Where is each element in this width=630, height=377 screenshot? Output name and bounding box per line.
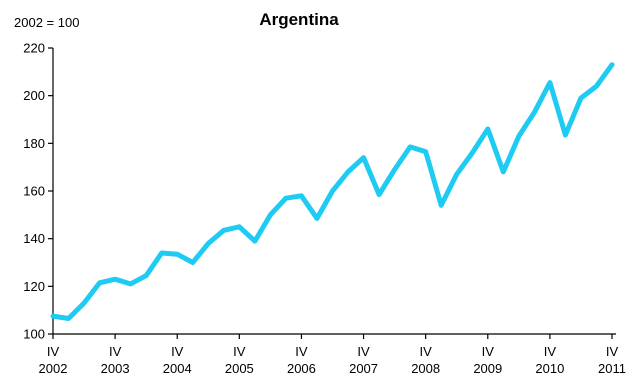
x-tick-labels: IV 2002 IV 2003 IV 2004 IV 2005 IV 2006 IV 2007 IV 20…: [39, 344, 626, 376]
x-tick-label-year: 2006: [287, 361, 316, 376]
x-tick-label-quarter: IV: [606, 344, 619, 359]
x-tick-label-year: 2010: [535, 361, 564, 376]
y-tick-label: 200: [23, 88, 45, 103]
x-tick-label-year: 2004: [163, 361, 192, 376]
x-tick-label-quarter: IV: [109, 344, 122, 359]
x-tick-label-year: 2011: [598, 361, 626, 376]
x-tick-label-quarter: IV: [420, 344, 433, 359]
y-tick-label: 220: [23, 41, 45, 56]
x-tick-label-year: 2008: [411, 361, 440, 376]
axes: [48, 47, 616, 339]
y-tick-label: 120: [23, 279, 45, 294]
y-tick-label: 100: [23, 327, 45, 342]
x-tick-label-year: 2009: [473, 361, 502, 376]
x-tick-label-quarter: IV: [233, 344, 246, 359]
series-line: [50, 62, 615, 321]
x-tick-label-year: 2002: [39, 361, 68, 376]
x-tick-label-quarter: IV: [295, 344, 308, 359]
x-tick-label-quarter: IV: [171, 344, 184, 359]
y-tick-label: 160: [23, 184, 45, 199]
y-tick-labels: 100 120 140 160 180 200 220: [23, 41, 45, 342]
chart-title: Argentina: [259, 10, 339, 29]
y-tick-label: 180: [23, 136, 45, 151]
plot-area: [50, 62, 615, 321]
x-tick-label-quarter: IV: [47, 344, 60, 359]
x-tick-label-quarter: IV: [544, 344, 557, 359]
x-tick-label-year: 2005: [225, 361, 254, 376]
x-tick-label-year: 2007: [349, 361, 378, 376]
y-tick-label: 140: [23, 231, 45, 246]
unit-label: 2002 = 100: [14, 15, 79, 30]
x-tick-label-quarter: IV: [482, 344, 495, 359]
x-tick-label-year: 2003: [101, 361, 130, 376]
x-tick-label-quarter: IV: [357, 344, 370, 359]
